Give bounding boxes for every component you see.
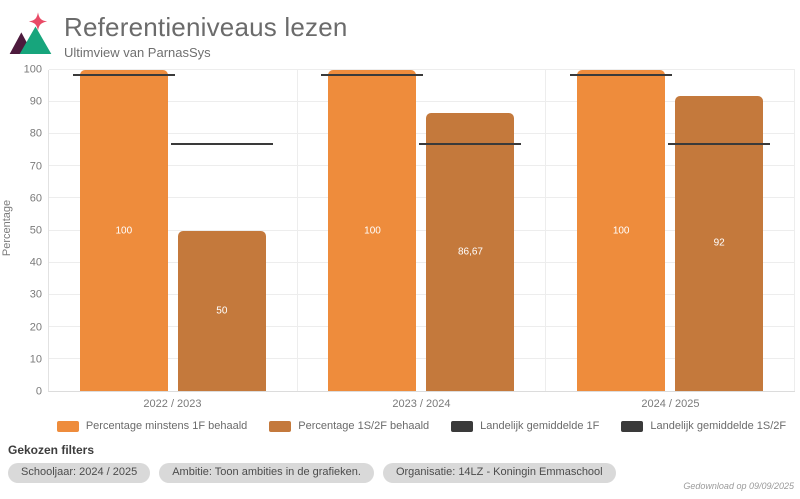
bar-1s2f-behaald[interactable]: 50 xyxy=(177,230,266,391)
y-axis-tick: 10 xyxy=(29,353,42,366)
bar-1f-behaald[interactable]: 100 xyxy=(328,70,417,391)
reference-line-landelijk-1f xyxy=(72,73,175,76)
legend-label: Landelijk gemiddelde 1F xyxy=(480,420,600,432)
legend-label: Percentage 1S/2F behaald xyxy=(298,420,430,432)
ultimview-logo-icon xyxy=(9,12,52,54)
filters-heading: Gekozen filters xyxy=(8,443,95,457)
page-subtitle: Ultimview van ParnasSys xyxy=(64,45,211,60)
plot-area: 100 50 100 86,67 100 92 xyxy=(48,69,795,392)
y-axis-tick: 70 xyxy=(29,160,42,173)
header: Referentieniveaus lezen Ultimview van Pa… xyxy=(8,10,348,60)
reference-line-landelijk-1f xyxy=(570,73,673,76)
y-axis-tick: 60 xyxy=(29,192,42,205)
bar-1s2f-behaald[interactable]: 92 xyxy=(675,95,764,391)
logo-right-mountain xyxy=(19,26,52,54)
legend-item[interactable]: Landelijk gemiddelde 1S/2F xyxy=(621,420,786,432)
bar-value-label: 86,67 xyxy=(457,246,483,258)
grid-line xyxy=(49,69,795,70)
legend-swatch xyxy=(269,420,292,432)
legend-item[interactable]: Percentage 1S/2F behaald xyxy=(269,420,429,432)
y-axis-tick: 40 xyxy=(29,256,42,269)
reference-line-landelijk-1s2f xyxy=(668,142,771,145)
reference-line-landelijk-1f xyxy=(321,73,424,76)
reference-line-landelijk-1s2f xyxy=(170,142,273,145)
grid-line xyxy=(49,133,795,135)
bar-value-label: 100 xyxy=(612,225,630,236)
y-axis-tick: 30 xyxy=(29,288,42,301)
title-block: Referentieniveaus lezen Ultimview van Pa… xyxy=(64,10,348,60)
chosen-filters: Gekozen filters Schooljaar: 2024 / 2025 … xyxy=(8,443,616,483)
legend-swatch xyxy=(451,420,474,432)
bar-value-label: 50 xyxy=(216,305,228,317)
filter-pill-organisatie[interactable]: Organisatie: 14LZ - Koningin Emmaschool xyxy=(382,463,616,483)
y-axis-tick: 50 xyxy=(29,224,42,237)
download-date-note: Gedownload op 09/09/2025 xyxy=(683,481,794,491)
x-axis-label: 2023 / 2024 xyxy=(392,398,451,410)
logo-star-shape xyxy=(28,12,48,31)
grid-line xyxy=(49,197,795,199)
x-axis-label: 2022 / 2023 xyxy=(143,398,202,410)
x-axis-label: 2024 / 2025 xyxy=(641,398,700,410)
y-axis-tick: 0 xyxy=(35,385,42,398)
filter-pill-schooljaar[interactable]: Schooljaar: 2024 / 2025 xyxy=(8,463,151,483)
filter-pill-ambitie[interactable]: Ambitie: Toon ambities in de grafieken. xyxy=(159,463,374,483)
bar-1f-behaald[interactable]: 100 xyxy=(577,70,666,391)
bar-value-label: 92 xyxy=(713,237,725,249)
grid-line xyxy=(49,101,795,103)
legend-label: Landelijk gemiddelde 1S/2F xyxy=(650,420,787,432)
grid-line xyxy=(49,325,795,327)
chart-group: 100 50 xyxy=(49,70,298,391)
chart-legend: Percentage minstens 1F behaald Percentage… xyxy=(48,420,795,432)
y-axis-tick: 20 xyxy=(29,321,42,334)
x-axis-labels: 2022 / 2023 2023 / 2024 2024 / 2025 xyxy=(48,398,795,410)
grid-line xyxy=(49,165,795,167)
y-axis-tick: 90 xyxy=(29,95,42,108)
grid-line xyxy=(49,293,795,295)
bar-value-label: 100 xyxy=(364,225,381,236)
filter-pills: Schooljaar: 2024 / 2025 Ambitie: Toon am… xyxy=(8,463,616,483)
legend-item[interactable]: Percentage minstens 1F behaald xyxy=(56,420,248,432)
bar-value-label: 100 xyxy=(115,225,133,236)
legend-label: Percentage minstens 1F behaald xyxy=(85,420,248,432)
bar-1f-behaald[interactable]: 100 xyxy=(79,70,168,391)
grid-line xyxy=(49,261,795,263)
y-axis-ticks: 0 10 20 30 40 50 60 70 80 90 100 xyxy=(0,64,42,397)
y-axis-tick: 100 xyxy=(23,63,42,76)
grid-line xyxy=(49,229,795,231)
reference-line-landelijk-1s2f xyxy=(419,142,522,145)
grid-line xyxy=(49,357,795,359)
page-title: Referentieniveaus lezen xyxy=(64,12,348,42)
chart-group: 100 92 xyxy=(546,70,795,391)
y-axis-tick: 80 xyxy=(29,127,42,140)
legend-swatch xyxy=(56,420,79,432)
legend-swatch xyxy=(621,420,644,432)
bar-1s2f-behaald[interactable]: 86,67 xyxy=(426,112,515,391)
legend-item[interactable]: Landelijk gemiddelde 1F xyxy=(451,420,599,432)
chart-group: 100 86,67 xyxy=(298,70,547,391)
